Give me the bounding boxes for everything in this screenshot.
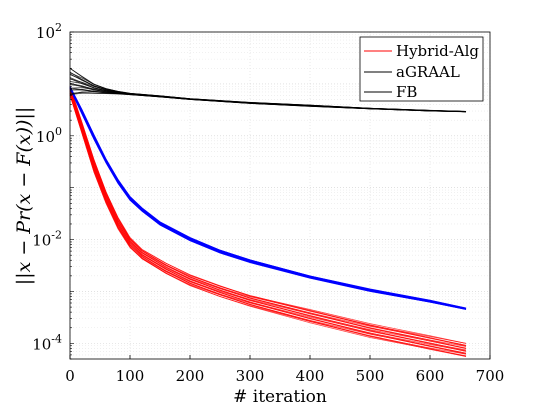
y-tick-label: 10-4 [32,332,62,353]
series-run-line [69,88,467,347]
y-tick-label: 102 [36,21,62,42]
series-run-line [69,86,467,309]
series-fb [69,67,467,113]
x-tick-label: 300 [236,367,265,385]
series-agraal [69,86,467,310]
x-tick-label: 500 [356,367,385,385]
y-tick-labels: 102 100 10-2 10-4 [32,21,62,353]
y-axis-title: ||x − Pr(x − F(x))|| [13,107,35,285]
ticks [69,31,491,360]
x-tick-label: 600 [416,367,445,385]
x-axis-title: # iteration [233,387,327,407]
y-tick-label: 100 [36,125,62,146]
series-run-line [69,86,467,344]
series-hybrid-alg [69,86,467,357]
series-layer [69,67,467,357]
legend: Hybrid-Alg aGRAAL FB [359,36,484,102]
x-tick-label: 200 [176,367,205,385]
x-tick-label: 400 [296,367,325,385]
x-tick-labels: 0 100 200 300 400 500 600 700 [65,367,504,385]
series-run-line [69,67,467,112]
legend-label-hybrid-alg: Hybrid-Alg [396,42,479,60]
legend-label-fb: FB [396,83,417,101]
y-tick-label: 10-2 [32,229,62,250]
x-tick-label: 700 [476,367,505,385]
legend-box [359,36,484,102]
legend-label-agraal: aGRAAL [396,63,460,81]
x-tick-label: 0 [65,367,75,385]
x-tick-label: 100 [116,367,145,385]
